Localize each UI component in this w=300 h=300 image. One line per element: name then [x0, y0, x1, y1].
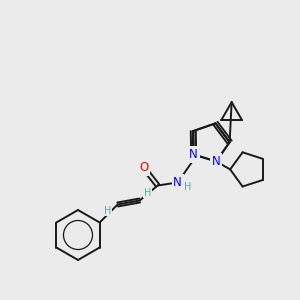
Text: O: O — [139, 161, 148, 174]
Text: N: N — [189, 148, 198, 161]
Text: N: N — [212, 155, 220, 168]
Text: H: H — [144, 188, 151, 197]
Text: N: N — [173, 176, 182, 189]
Text: H: H — [184, 182, 191, 193]
Text: H: H — [104, 206, 111, 215]
